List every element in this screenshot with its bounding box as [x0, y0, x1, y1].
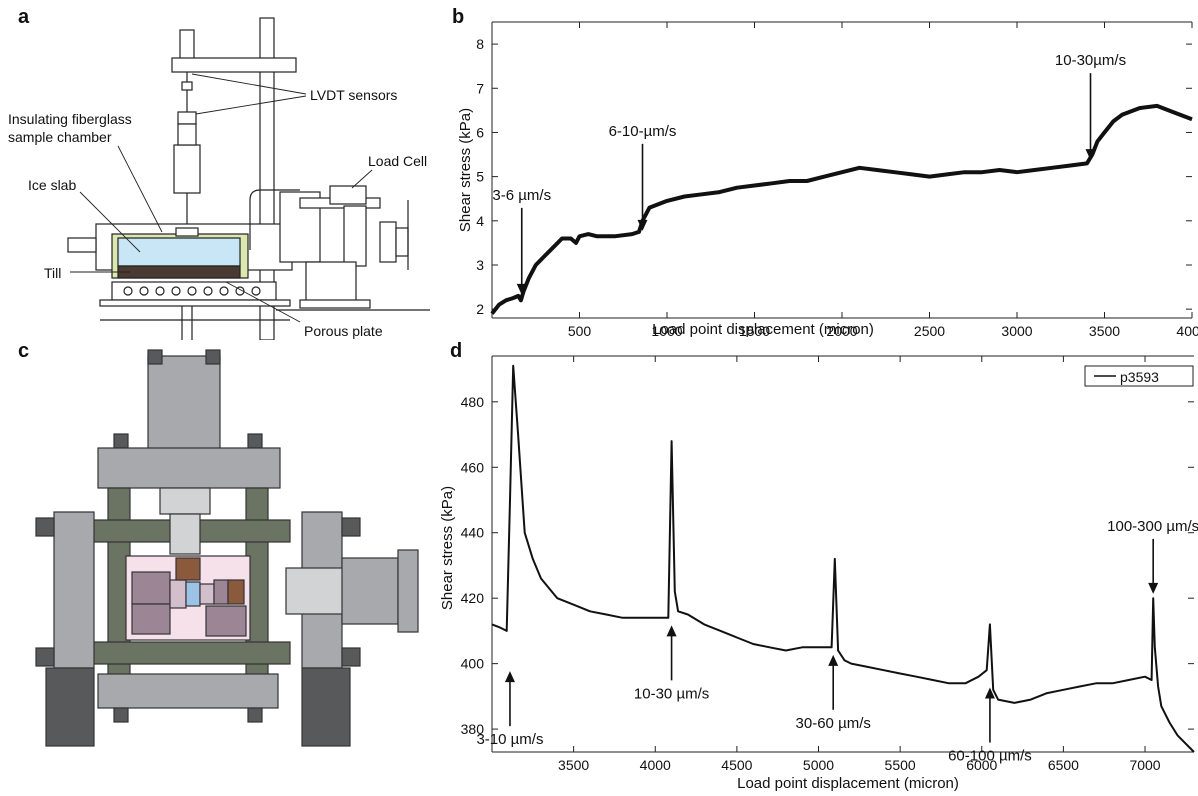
y-tick-label: 440 [461, 525, 485, 541]
label-lvdt-sensors: LVDT sensors [310, 87, 397, 103]
annotation-arrow-head [637, 219, 648, 231]
x-tick-label: 4000 [1176, 323, 1198, 339]
x-tick-label: 6500 [1048, 757, 1079, 773]
label-load-cell: Load Cell [368, 153, 427, 169]
annotation-arrow-head [1148, 582, 1159, 594]
x-tick-label: 2500 [914, 323, 945, 339]
x-tick-label: 2000 [826, 323, 857, 339]
annotation-arrow-head [1085, 149, 1096, 161]
apparatus-render [35, 349, 419, 747]
annotation-0: 3-10 µm/s [476, 671, 543, 748]
annotation-arrow-head [984, 687, 995, 699]
annotation-4: 100-300 µm/s [1107, 518, 1198, 594]
annotation-0: 3-6 µm/s [492, 187, 551, 295]
x-tick-label: 500 [568, 323, 592, 339]
annotation-3: 60-100 µm/s [948, 687, 1032, 765]
label-chamber-line2: sample chamber [8, 129, 112, 145]
annotation-arrow-head [666, 625, 677, 637]
label-porous-plate: Porous plate [304, 323, 383, 339]
annotation-label: 60-100 µm/s [948, 748, 1032, 765]
chart-d-series [491, 364, 1195, 753]
x-tick-label: 5000 [803, 757, 834, 773]
x-tick-label: 3500 [558, 757, 589, 773]
chart-d-annotations: 3-10 µm/s 10-30 µm/s 30-60 µm/s 60-100 µm/s… [476, 518, 1198, 765]
annotation-label: 10-30 µm/s [634, 685, 709, 702]
x-tick-label: 6000 [966, 757, 997, 773]
chart-d-ylabel: Shear stress (kPa) [439, 486, 456, 610]
y-tick-label: 420 [461, 590, 485, 606]
chart-d-xlabel: Load point displacement (micron) [737, 775, 959, 792]
apparatus-schematic: LVDT sensors Insulating fiberglass sampl… [8, 17, 430, 340]
y-tick-label: 460 [461, 459, 485, 475]
annotation-label: 10-30µm/s [1055, 52, 1126, 69]
annotation-arrow-head [828, 654, 839, 666]
chart-d-legend: p3593 [1084, 365, 1194, 387]
y-tick-label: 5 [476, 169, 484, 185]
chart-b: 500 1000 1500 2000 2500 3000 3500 4000 2 3 4 5 6 7 8 3… [457, 21, 1198, 339]
annotation-2: 30-60 µm/s [796, 654, 871, 732]
chart-b-xlabel: Load point displacement (micron) [652, 321, 874, 338]
x-tick-label: 1500 [739, 323, 770, 339]
x-tick-label: 4000 [640, 757, 671, 773]
annotation-label: 3-6 µm/s [492, 187, 551, 204]
x-tick-label: 1000 [651, 323, 682, 339]
annotation-arrow-head [516, 283, 527, 295]
chart-d-axes: 3500 4000 4500 5000 5500 6000 6500 7000 380 400 42… [461, 355, 1194, 773]
legend-entry-p3593: p3593 [1120, 369, 1159, 385]
y-tick-label: 2 [476, 301, 484, 317]
y-tick-label: 6 [476, 124, 484, 140]
label-chamber-line1: Insulating fiberglass [8, 111, 132, 127]
annotation-1: 6-10-µm/s [609, 123, 677, 231]
chart-d: 3500 4000 4500 5000 5500 6000 6500 7000 380 400 42… [439, 355, 1198, 792]
x-tick-label: 5500 [885, 757, 916, 773]
y-tick-label: 3 [476, 257, 484, 273]
chart-b-axes: 500 1000 1500 2000 2500 3000 3500 4000 2 3 4 5 6 7 8 [476, 21, 1198, 339]
y-tick-label: 400 [461, 656, 485, 672]
series-line-0 [490, 103, 1193, 315]
annotation-arrow-head [504, 671, 515, 683]
chart-b-series [490, 103, 1193, 315]
panel-letter-b: b [452, 6, 465, 28]
x-tick-label: 7000 [1129, 757, 1160, 773]
x-tick-label: 4500 [721, 757, 752, 773]
x-tick-label: 3500 [1089, 323, 1120, 339]
x-tick-label: 3000 [1001, 323, 1032, 339]
panel-letter-c: c [18, 340, 30, 362]
y-tick-label: 7 [476, 80, 484, 96]
chart-b-annotations: 3-6 µm/s 6-10-µm/s 10-30µm/s [492, 52, 1126, 295]
annotation-2: 10-30µm/s [1055, 52, 1126, 161]
annotation-label: 100-300 µm/s [1107, 518, 1198, 535]
y-tick-label: 480 [461, 394, 485, 410]
chart-b-ylabel: Shear stress (kPa) [457, 108, 474, 232]
annotation-label: 30-60 µm/s [796, 715, 871, 732]
panel-letter-d: d [450, 340, 463, 362]
annotation-1: 10-30 µm/s [634, 625, 709, 702]
annotation-label: 3-10 µm/s [476, 731, 543, 748]
y-tick-label: 8 [476, 36, 484, 52]
label-till: Till [44, 265, 61, 281]
panel-letter-a: a [18, 6, 30, 28]
label-ice-slab: Ice slab [28, 177, 76, 193]
y-tick-label: 4 [476, 213, 484, 229]
series-line-0 [491, 364, 1195, 753]
annotation-label: 6-10-µm/s [609, 123, 677, 140]
y-tick-label: 380 [461, 721, 485, 737]
